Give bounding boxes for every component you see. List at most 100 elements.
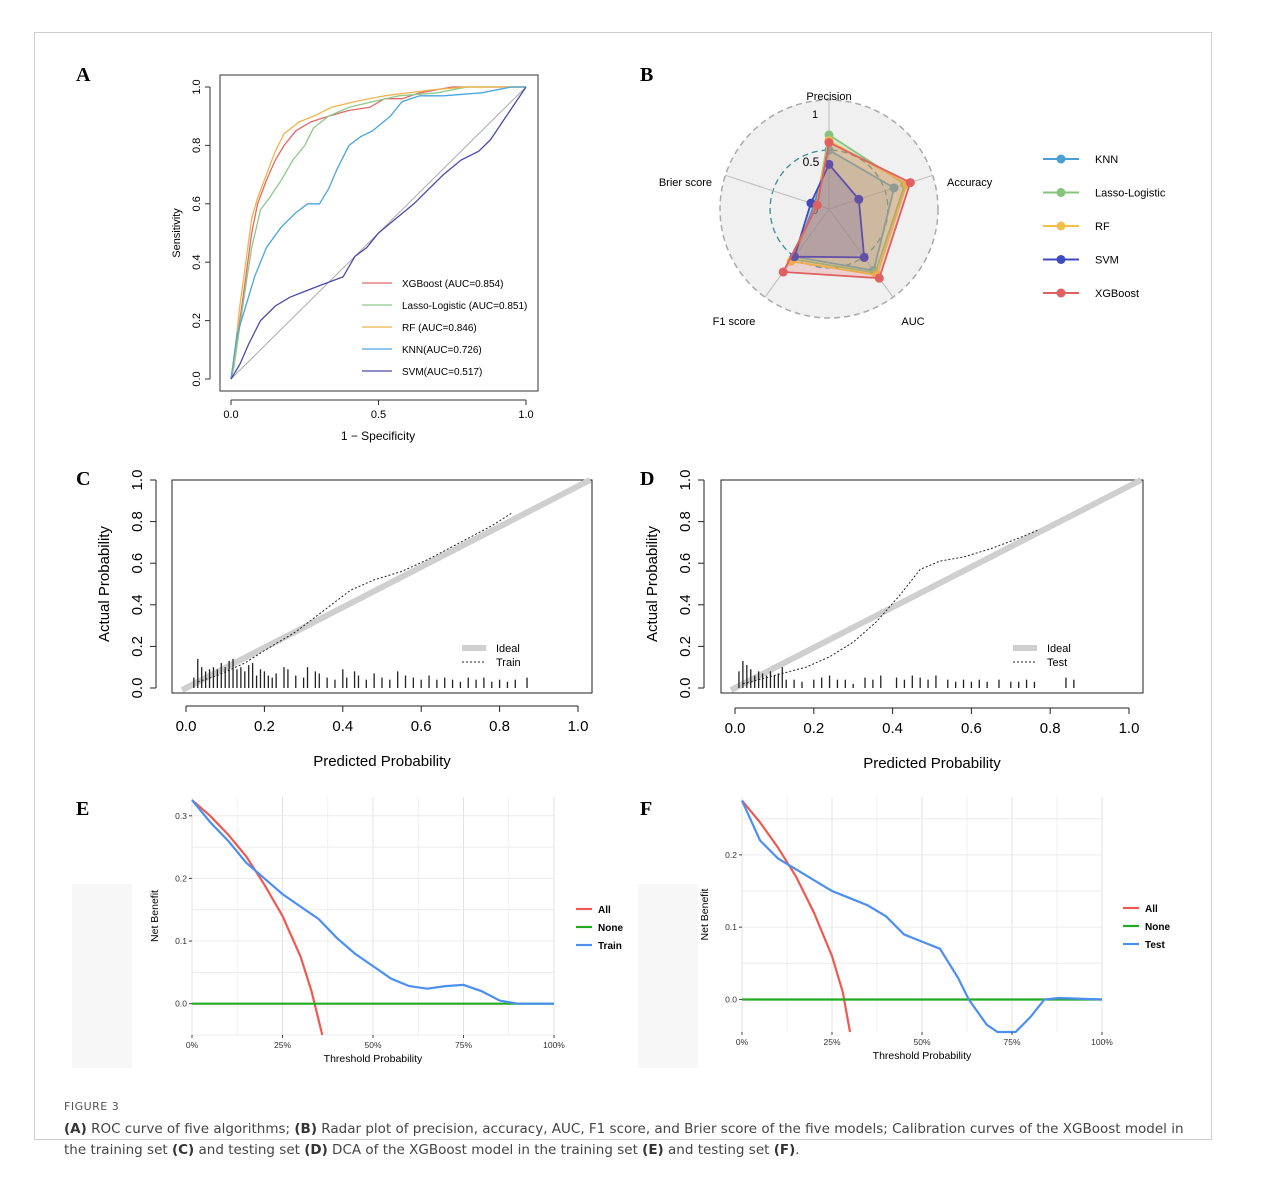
dca-train-y-tick-label: 0.1 xyxy=(175,936,187,946)
roc-y-axis-title: Sensitivity xyxy=(171,208,183,258)
dca-test-x-tick-label: 0% xyxy=(736,1037,749,1047)
roc-series-1 xyxy=(230,86,526,380)
figure-frame xyxy=(34,32,1212,1140)
calib-train-ideal-line xyxy=(180,477,592,693)
radar-axis-label: Precision xyxy=(806,91,851,103)
panel-label-f: F xyxy=(640,798,653,820)
calib-train-y-tick-label: 0.2 xyxy=(129,636,146,657)
roc-series-0 xyxy=(230,86,526,380)
dca-test-legend-label: All xyxy=(1145,904,1158,915)
calib-test-x-tick-label: 0.4 xyxy=(882,720,903,737)
radar-scale-label: 0.5 xyxy=(803,155,820,169)
radar-point xyxy=(905,178,915,188)
calib-test-calibration-curve xyxy=(742,529,1039,685)
radar-legend-label: SVM xyxy=(1095,255,1119,267)
calib-train-x-tick-label: 0.8 xyxy=(489,718,510,735)
dca-train-x-axis-title: Threshold Probability xyxy=(324,1053,423,1065)
roc-series-3 xyxy=(230,86,526,380)
calib-test-y-tick-label: 0.0 xyxy=(677,678,694,699)
dca-train-y-tick-label: 0.3 xyxy=(175,811,187,821)
dca-left-blank-e xyxy=(72,884,132,1068)
calib-train-legend-label: Ideal xyxy=(496,643,520,655)
dca-train-legend-label: Train xyxy=(598,941,622,952)
radar-point xyxy=(874,273,884,283)
roc-plot-frame xyxy=(219,74,539,392)
calib-test-y-tick-label: 0.4 xyxy=(677,594,694,615)
dca-train-x-tick-label: 75% xyxy=(455,1040,472,1050)
calib-test-y-tick-label: 1.0 xyxy=(677,470,694,491)
calib-test-plot-frame xyxy=(720,479,1144,694)
calib-test-x-tick-label: 0.0 xyxy=(725,720,746,737)
dca-test-legend-label: Test xyxy=(1145,940,1165,951)
caption-text: (A) ROC curve of five algorithms; (B) Ra… xyxy=(64,1121,1184,1158)
roc-legend-label: KNN(AUC=0.726) xyxy=(402,345,482,356)
dca-test-x-tick-label: 50% xyxy=(913,1037,930,1047)
calib-train-y-tick-label: 0.4 xyxy=(129,594,146,615)
dca-test-y-axis-title: Net Benefit xyxy=(699,888,711,940)
calib-test-x-tick-label: 0.2 xyxy=(803,720,824,737)
radar-point xyxy=(812,200,822,210)
dca-train-y-tick-label: 0.2 xyxy=(175,873,187,883)
calib-test-x-tick-label: 0.6 xyxy=(961,720,982,737)
calib-test-y-axis-title: Actual Probability xyxy=(644,526,661,642)
radar-point xyxy=(778,267,788,277)
radar-legend-label: Lasso-Logistic xyxy=(1095,188,1166,200)
radar-axis-label: F1 score xyxy=(713,316,756,328)
dca-test-y-tick-label: 0.2 xyxy=(725,850,737,860)
radar-point xyxy=(854,194,864,204)
calib-train-y-axis-title: Actual Probability xyxy=(96,526,113,642)
caption-panel-ref: (E) xyxy=(642,1142,664,1158)
dca-train-x-tick-label: 50% xyxy=(364,1040,381,1050)
radar-series-3 xyxy=(793,162,866,259)
radar-axis-label: AUC xyxy=(901,316,924,328)
dca-train-x-tick-label: 25% xyxy=(274,1040,291,1050)
roc-x-tick-label: 0.5 xyxy=(371,409,386,421)
calib-train-y-tick-label: 0.8 xyxy=(129,511,146,532)
dca-test-x-tick-label: 100% xyxy=(1091,1037,1113,1047)
caption-panel-ref: (F) xyxy=(773,1142,796,1158)
calib-train-x-tick-label: 0.6 xyxy=(411,718,432,735)
panel-label-c: C xyxy=(76,468,91,490)
roc-series-2 xyxy=(230,86,526,380)
radar-axis-label: Accuracy xyxy=(947,177,993,189)
roc-x-axis-title: 1 − Specificity xyxy=(341,429,415,443)
calib-test-y-tick-label: 0.6 xyxy=(677,553,694,574)
panel-label-a: A xyxy=(76,64,91,86)
radar-legend-dot xyxy=(1056,154,1066,164)
roc-y-tick-label: 0.4 xyxy=(191,255,203,270)
panel-label-e: E xyxy=(76,798,90,820)
radar-legend-dot xyxy=(1056,221,1066,231)
caption-panel-ref: (C) xyxy=(171,1142,195,1158)
dca-test-series-2 xyxy=(740,800,1103,1034)
dca-train-y-tick-label: 0.0 xyxy=(175,999,187,1009)
calib-test-x-axis-title: Predicted Probability xyxy=(863,755,1001,772)
calib-train-legend-label: Train xyxy=(496,657,521,669)
dca-test-x-axis-title: Threshold Probability xyxy=(873,1050,972,1062)
roc-series-4 xyxy=(230,86,527,380)
dca-train-y-axis-title: Net Benefit xyxy=(149,890,161,942)
calib-train-x-tick-label: 1.0 xyxy=(568,718,589,735)
calib-train-x-tick-label: 0.4 xyxy=(332,718,353,735)
radar-legend-label: RF xyxy=(1095,221,1110,233)
calib-train-y-tick-label: 0.6 xyxy=(129,553,146,574)
roc-y-tick-label: 0.0 xyxy=(191,371,203,386)
roc-x-tick-label: 1.0 xyxy=(518,409,533,421)
dca-test-y-tick-label: 0.1 xyxy=(725,922,737,932)
dca-test-y-tick-label: 0.0 xyxy=(725,994,737,1004)
calib-train-x-tick-label: 0.2 xyxy=(254,718,275,735)
radar-legend-dot xyxy=(1056,288,1066,298)
radar-series-0 xyxy=(793,148,896,272)
dca-test-x-tick-label: 75% xyxy=(1003,1037,1020,1047)
panel-label-d: D xyxy=(640,468,655,490)
roc-y-tick-label: 0.8 xyxy=(191,138,203,153)
dca-left-blank-f xyxy=(638,884,698,1068)
figure-caption: FIGURE 3 (A) ROC curve of five algorithm… xyxy=(64,1100,1194,1161)
radar-scale-label: 1 xyxy=(812,109,818,121)
calib-test-legend-label: Ideal xyxy=(1047,643,1071,655)
calib-test-x-tick-label: 1.0 xyxy=(1119,720,1140,737)
panel-label-b: B xyxy=(640,64,654,86)
calib-test-y-tick-label: 0.8 xyxy=(677,511,694,532)
roc-y-tick-label: 0.6 xyxy=(191,196,203,211)
roc-legend-label: SVM(AUC=0.517) xyxy=(402,367,482,378)
